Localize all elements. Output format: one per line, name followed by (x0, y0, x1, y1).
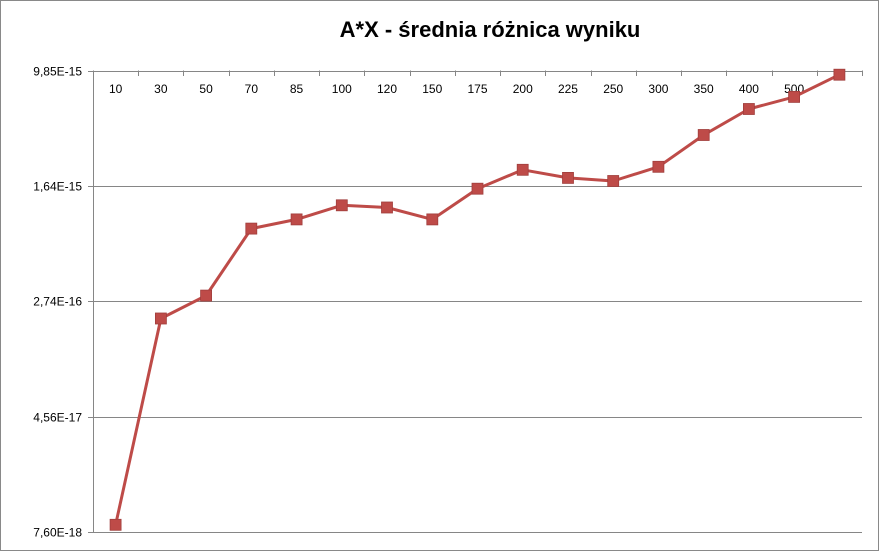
x-axis-tick-labels: 10 30 50 70 85 100 120 150 175 200 225 250 300 350 400… (109, 82, 805, 96)
y-tick-label: 7,60E-18 (33, 526, 82, 540)
data-point-marker (381, 201, 393, 214)
data-point-marker (562, 171, 574, 184)
data-point-marker (788, 91, 800, 103)
x-tick-label: 350 (694, 82, 714, 96)
y-axis-tick-labels: 9,85E-15 1,64E-15 2,74E-16 4,56E-17 7,60E-18 (33, 65, 82, 540)
x-tick-label: 400 (739, 82, 759, 96)
x-tick-label: 250 (603, 82, 623, 96)
x-tick-label: 300 (648, 82, 668, 96)
x-tick-label: 30 (154, 82, 168, 96)
axes (93, 70, 863, 532)
data-point-marker (516, 163, 529, 176)
data-point-marker (290, 213, 303, 226)
x-tick-label: 100 (332, 82, 352, 96)
series (109, 68, 846, 531)
x-tick-label: 150 (422, 82, 442, 96)
data-point-marker (200, 289, 213, 302)
y-tick-label: 1,64E-15 (33, 180, 82, 194)
data-point-marker (109, 518, 122, 531)
y-tick-label: 9,85E-15 (33, 65, 82, 79)
data-point-marker (245, 222, 258, 235)
data-point-marker (335, 199, 348, 212)
y-tick-label: 2,74E-16 (33, 295, 82, 309)
data-point-marker (652, 160, 665, 173)
x-tick-label: 200 (513, 82, 533, 96)
chart-title: A*X - średnia różnica wyniku (340, 17, 641, 42)
data-point-marker (471, 182, 484, 195)
data-point-marker (833, 68, 846, 81)
data-point-marker (154, 312, 167, 325)
y-tick-label: 4,56E-17 (33, 411, 82, 425)
x-tick-label: 70 (245, 82, 259, 96)
data-point-marker (743, 103, 755, 115)
x-tick-label: 175 (467, 82, 487, 96)
x-tick-label: 50 (199, 82, 213, 96)
data-point-marker (607, 175, 620, 187)
data-point-marker (697, 129, 710, 141)
data-point-marker (426, 213, 439, 226)
x-tick-label: 225 (558, 82, 578, 96)
x-tick-label: 10 (109, 82, 123, 96)
x-tick-label: 120 (377, 82, 397, 96)
x-tick-label: 85 (290, 82, 304, 96)
